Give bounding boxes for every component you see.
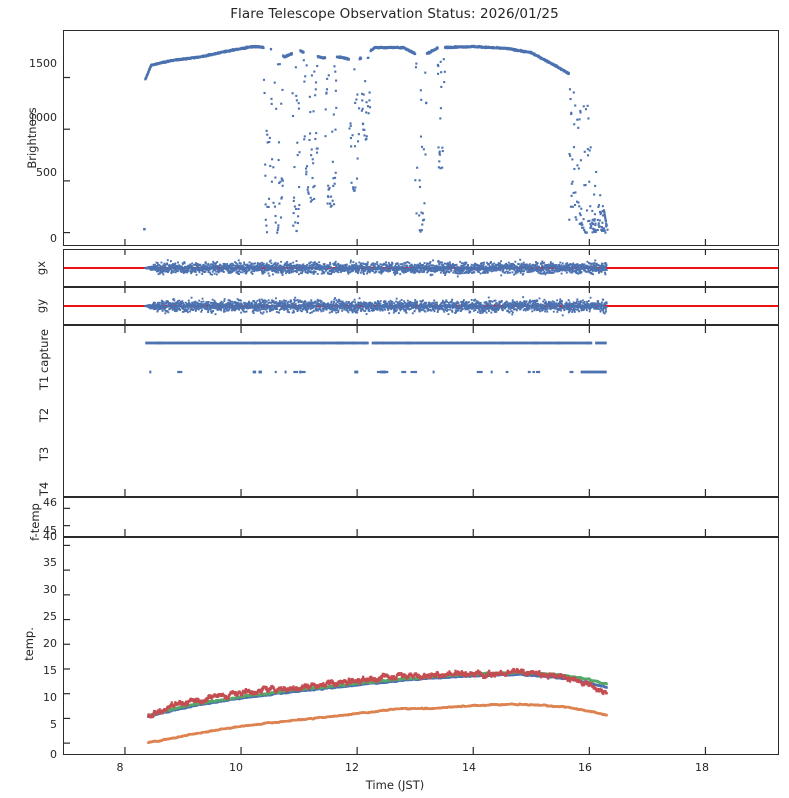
- temp-ytick-30: 30: [43, 583, 57, 596]
- ftemp-ytick-45: 45: [43, 524, 57, 537]
- temp-ytick-5: 5: [50, 718, 57, 731]
- ftemp-panel: [63, 497, 779, 537]
- xtick-16: 16: [578, 761, 592, 774]
- x-axis-label: Time (JST): [365, 778, 425, 792]
- gx-axis-label: gx: [34, 260, 48, 276]
- gy-axis-label: gy: [34, 298, 48, 314]
- brightness-ytick-1500: 1500: [29, 57, 57, 70]
- temp-panel: [63, 537, 779, 755]
- temp-ytick-20: 20: [43, 637, 57, 650]
- temp-ytick-35: 35: [43, 556, 57, 569]
- brightness-ytick-500: 500: [36, 166, 57, 179]
- gx-panel: [63, 249, 779, 287]
- t3-row-label: T3: [37, 446, 51, 462]
- capture-panel: [63, 325, 779, 497]
- temp-ytick-10: 10: [43, 691, 57, 704]
- temp-ytick-0: 0: [50, 748, 57, 761]
- ftemp-ytick-46: 46: [43, 496, 57, 509]
- temp-ytick-25: 25: [43, 610, 57, 623]
- temp-ytick-15: 15: [43, 664, 57, 677]
- t1-row-label: T1: [37, 375, 51, 391]
- brightness-panel: [63, 30, 779, 246]
- xtick-12: 12: [345, 761, 359, 774]
- xtick-10: 10: [229, 761, 243, 774]
- gy-panel: [63, 287, 779, 325]
- t2-row-label: T2: [37, 407, 51, 423]
- figure-title: Flare Telescope Observation Status: 2026…: [230, 6, 559, 22]
- xtick-8: 8: [116, 761, 124, 774]
- brightness-ytick-1000: 1000: [29, 111, 57, 124]
- brightness-ytick-0: 0: [50, 232, 57, 245]
- xtick-14: 14: [462, 761, 476, 774]
- temp-ytick-40: 40: [43, 530, 57, 543]
- xtick-18: 18: [695, 761, 709, 774]
